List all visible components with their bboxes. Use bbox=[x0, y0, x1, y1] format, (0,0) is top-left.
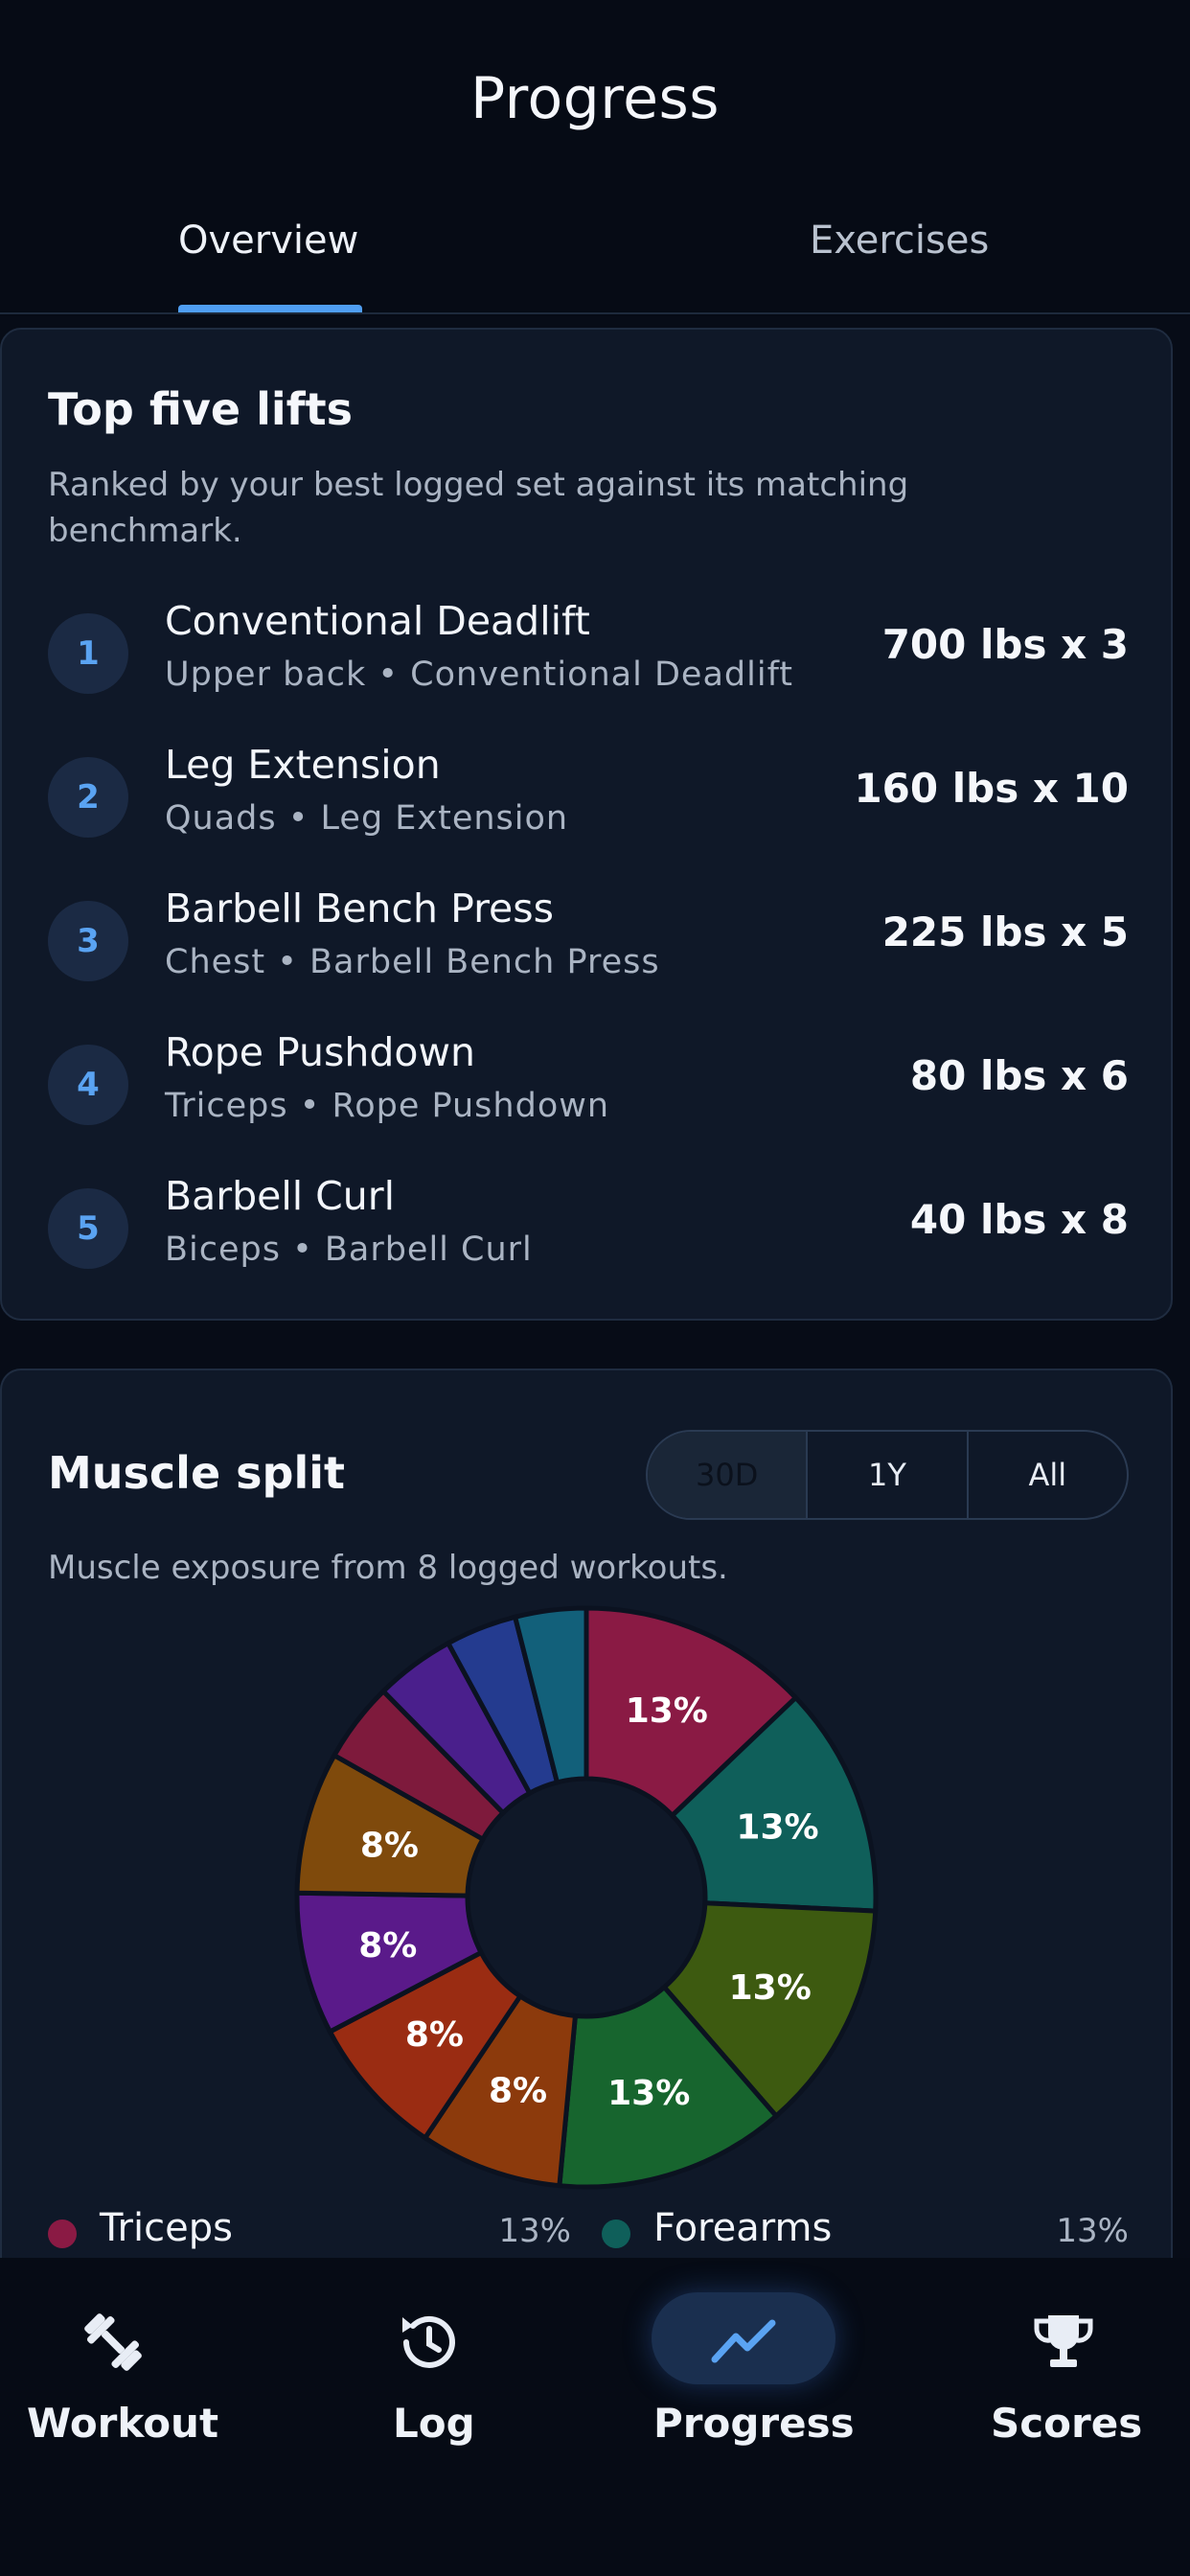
donut-slice-label: 13% bbox=[729, 1968, 812, 2008]
lift-name: Rope Pushdown bbox=[165, 1029, 475, 1075]
muscle-split-donut-chart: 13% 13% 13% 13% 8% 8% 8% 8% bbox=[294, 1605, 879, 2190]
rank-badge: 3 bbox=[48, 901, 128, 981]
lift-name: Barbell Curl bbox=[165, 1173, 396, 1219]
top-lifts-subtitle: Ranked by your best logged set against i… bbox=[48, 466, 909, 550]
rank-badge: 2 bbox=[48, 757, 128, 838]
lift-item[interactable]: 1 Conventional Deadlift Upper back • Con… bbox=[48, 598, 1129, 713]
lift-value: 225 lbs x 5 bbox=[881, 908, 1129, 955]
lift-item[interactable]: 3 Barbell Bench Press Chest • Barbell Be… bbox=[48, 886, 1129, 1000]
nav-workout[interactable]: Workout bbox=[0, 2258, 226, 2488]
trophy-icon bbox=[1034, 2315, 1093, 2367]
lift-name: Barbell Bench Press bbox=[165, 886, 554, 932]
lift-value: 160 lbs x 10 bbox=[854, 765, 1129, 812]
nav-label: Scores bbox=[991, 2400, 1143, 2447]
donut-slice-label: 13% bbox=[626, 1691, 708, 1731]
legend-label: Triceps bbox=[100, 2206, 233, 2250]
lift-name: Leg Extension bbox=[165, 742, 441, 788]
donut-slice bbox=[512, 1605, 589, 1785]
legend-item-triceps: Triceps 13% bbox=[48, 2204, 571, 2262]
muscle-split-subtitle: Muscle exposure from 8 logged workouts. bbox=[48, 1549, 728, 1587]
lift-item[interactable]: 2 Leg Extension Quads • Leg Extension 16… bbox=[48, 742, 1129, 857]
nav-log[interactable]: Log bbox=[332, 2258, 523, 2488]
donut-slice-label: 8% bbox=[489, 2072, 547, 2111]
donut-slice-label: 13% bbox=[607, 2074, 690, 2113]
bottom-tab-bar: Workout Log Progress Scores bbox=[0, 2258, 1190, 2576]
lift-detail: Upper back • Conventional Deadlift bbox=[165, 656, 794, 694]
nav-progress[interactable]: Progress bbox=[632, 2258, 862, 2488]
lift-detail: Triceps • Rope Pushdown bbox=[165, 1087, 610, 1125]
lift-value: 700 lbs x 3 bbox=[881, 621, 1129, 668]
history-icon bbox=[402, 2315, 455, 2368]
active-tab-pill bbox=[652, 2292, 835, 2384]
lift-item[interactable]: 5 Barbell Curl Biceps • Barbell Curl 40 … bbox=[48, 1173, 1129, 1288]
legend-label: Forearms bbox=[653, 2206, 833, 2250]
lift-detail: Biceps • Barbell Curl bbox=[165, 1230, 533, 1269]
header: Progress Overview Exercises bbox=[0, 0, 1190, 316]
lift-detail: Chest • Barbell Bench Press bbox=[165, 943, 660, 981]
donut-slice bbox=[557, 1984, 780, 2190]
range-1y-button[interactable]: 1Y bbox=[808, 1432, 969, 1518]
muscle-split-card: Muscle split 30D 1Y All Muscle exposure … bbox=[0, 1368, 1173, 2327]
donut-slice bbox=[584, 1605, 800, 1819]
dumbbell-icon bbox=[84, 2313, 142, 2371]
legend-percent: 13% bbox=[1056, 2212, 1129, 2250]
lift-value: 40 lbs x 8 bbox=[909, 1196, 1129, 1243]
range-selector: 30D 1Y All bbox=[646, 1430, 1129, 1520]
top-lifts-card: Top five lifts Ranked by your best logge… bbox=[0, 328, 1173, 1321]
tab-exercises[interactable]: Exercises bbox=[810, 218, 990, 263]
tab-divider bbox=[0, 312, 1190, 314]
legend-item-forearms: Forearms 13% bbox=[602, 2204, 1129, 2262]
legend-dot bbox=[602, 2220, 630, 2248]
donut-slice-label: 13% bbox=[736, 1807, 818, 1847]
lift-item[interactable]: 4 Rope Pushdown Triceps • Rope Pushdown … bbox=[48, 1029, 1129, 1144]
trend-icon bbox=[711, 2319, 776, 2363]
donut-slice-label: 8% bbox=[358, 1926, 417, 1966]
donut-slice bbox=[669, 1693, 879, 1914]
nav-label: Workout bbox=[27, 2400, 219, 2447]
top-lifts-title: Top five lifts bbox=[48, 383, 354, 435]
donut-slice-label: 8% bbox=[405, 2015, 464, 2055]
muscle-split-title: Muscle split bbox=[48, 1447, 345, 1499]
nav-label: Progress bbox=[653, 2400, 855, 2447]
rank-badge: 5 bbox=[48, 1188, 128, 1269]
nav-label: Log bbox=[393, 2400, 475, 2447]
page-title: Progress bbox=[469, 65, 721, 132]
tab-overview[interactable]: Overview bbox=[178, 218, 359, 263]
donut-slice-label: 8% bbox=[360, 1826, 419, 1865]
range-30d-button[interactable]: 30D bbox=[648, 1432, 809, 1518]
lift-value: 80 lbs x 6 bbox=[909, 1052, 1129, 1099]
nav-scores[interactable]: Scores bbox=[968, 2258, 1190, 2488]
tab-active-indicator bbox=[178, 305, 362, 312]
donut-slice bbox=[660, 1900, 879, 2120]
lift-detail: Quads • Leg Extension bbox=[165, 799, 569, 838]
lift-name: Conventional Deadlift bbox=[165, 598, 590, 644]
range-all-button[interactable]: All bbox=[1028, 1457, 1067, 1493]
legend-dot bbox=[48, 2220, 77, 2248]
rank-badge: 1 bbox=[48, 613, 128, 694]
rank-badge: 4 bbox=[48, 1045, 128, 1125]
legend-percent: 13% bbox=[498, 2212, 571, 2250]
